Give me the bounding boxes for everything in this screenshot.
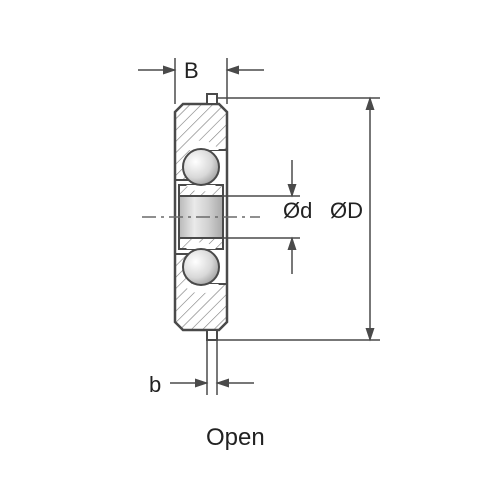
label-od: Ød xyxy=(283,198,312,224)
label-B: B xyxy=(184,58,199,84)
label-oD: ØD xyxy=(330,198,363,224)
dim-B xyxy=(138,58,264,104)
caption-open: Open xyxy=(206,424,265,452)
label-b: b xyxy=(149,372,161,398)
ball-lower xyxy=(183,249,219,285)
inner-ring-lower xyxy=(179,238,223,249)
ball-upper xyxy=(183,149,219,185)
snap-ring-bottom xyxy=(207,330,217,340)
snap-ring-top xyxy=(207,94,217,104)
inner-ring-upper xyxy=(179,185,223,196)
dim-b xyxy=(170,340,254,395)
